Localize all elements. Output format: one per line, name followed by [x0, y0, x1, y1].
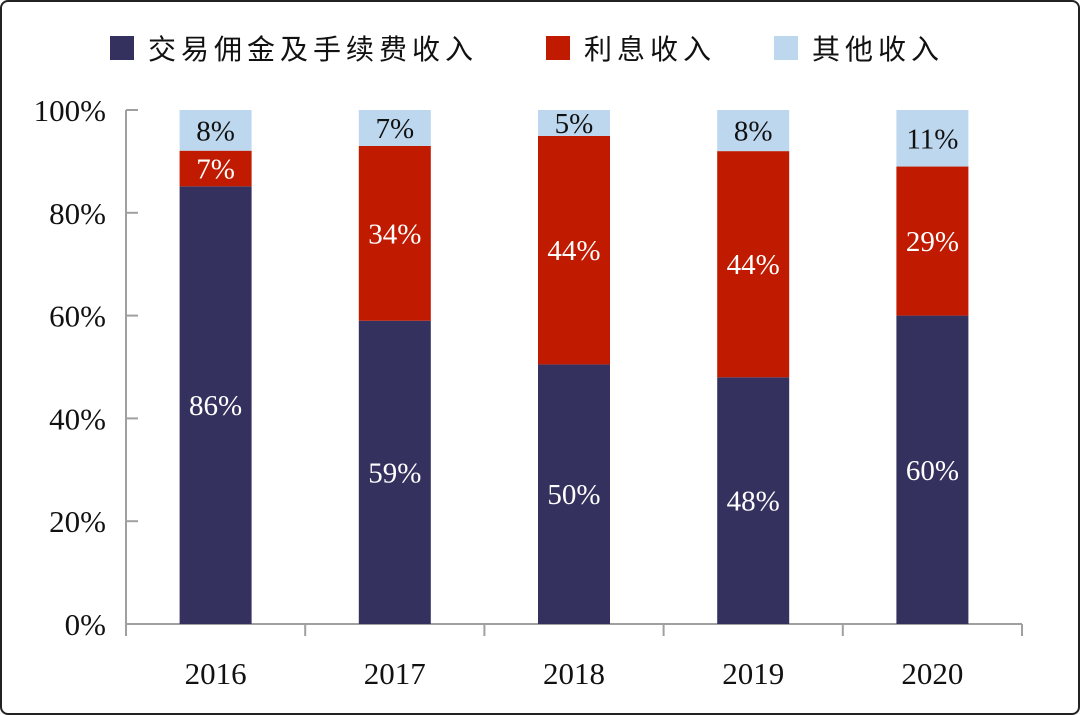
- legend-label: 交易佣金及手续费收入: [148, 34, 478, 66]
- bar-segment: [358, 145, 431, 321]
- bar-segment: [717, 110, 790, 152]
- bar-segment: [896, 110, 969, 167]
- legend-swatch: [774, 36, 798, 60]
- bar-segment: [358, 110, 431, 146]
- data-label: 7%: [375, 113, 414, 145]
- data-label: 5%: [555, 108, 594, 140]
- data-label: 60%: [906, 455, 959, 487]
- data-label: 59%: [368, 457, 421, 489]
- data-label: 8%: [196, 115, 235, 147]
- x-tick-label: 2019: [722, 656, 784, 691]
- y-tick-label: 80%: [49, 196, 106, 231]
- data-label: 44%: [547, 235, 600, 267]
- legend-label: 利息收入: [584, 34, 716, 66]
- y-tick-label: 0%: [65, 607, 106, 642]
- bar-segment: [896, 166, 969, 316]
- data-label: 44%: [727, 249, 780, 281]
- legend-swatch: [110, 36, 134, 60]
- legend-swatch: [546, 36, 570, 60]
- y-tick-label: 60%: [49, 299, 106, 334]
- bar-segment: [358, 320, 431, 624]
- x-tick-label: 2018: [543, 656, 605, 691]
- data-label: 7%: [196, 154, 235, 186]
- bar-segment: [717, 377, 790, 624]
- x-tick-label: 2020: [901, 656, 963, 691]
- data-label: 86%: [189, 390, 242, 422]
- bar-segment: [538, 110, 610, 136]
- bar-segment: [179, 110, 252, 151]
- bar-segment: [717, 151, 790, 378]
- data-label: 8%: [734, 116, 773, 148]
- data-label: 34%: [368, 218, 421, 250]
- y-tick-label: 20%: [49, 504, 106, 539]
- data-label: 48%: [727, 486, 780, 518]
- bar-segment: [538, 364, 610, 624]
- y-tick-label: 40%: [49, 401, 106, 436]
- legend-label: 其他收入: [812, 34, 944, 66]
- bar-segment: [896, 315, 969, 624]
- data-label: 11%: [906, 123, 958, 155]
- data-label: 29%: [906, 226, 959, 258]
- y-tick-label: 100%: [34, 93, 106, 128]
- data-label: 50%: [547, 479, 600, 511]
- bar-segment: [538, 135, 610, 365]
- bar-segment: [179, 150, 252, 187]
- bar-segment: [179, 186, 252, 624]
- x-tick-label: 2016: [185, 656, 247, 691]
- x-tick-label: 2017: [364, 656, 426, 691]
